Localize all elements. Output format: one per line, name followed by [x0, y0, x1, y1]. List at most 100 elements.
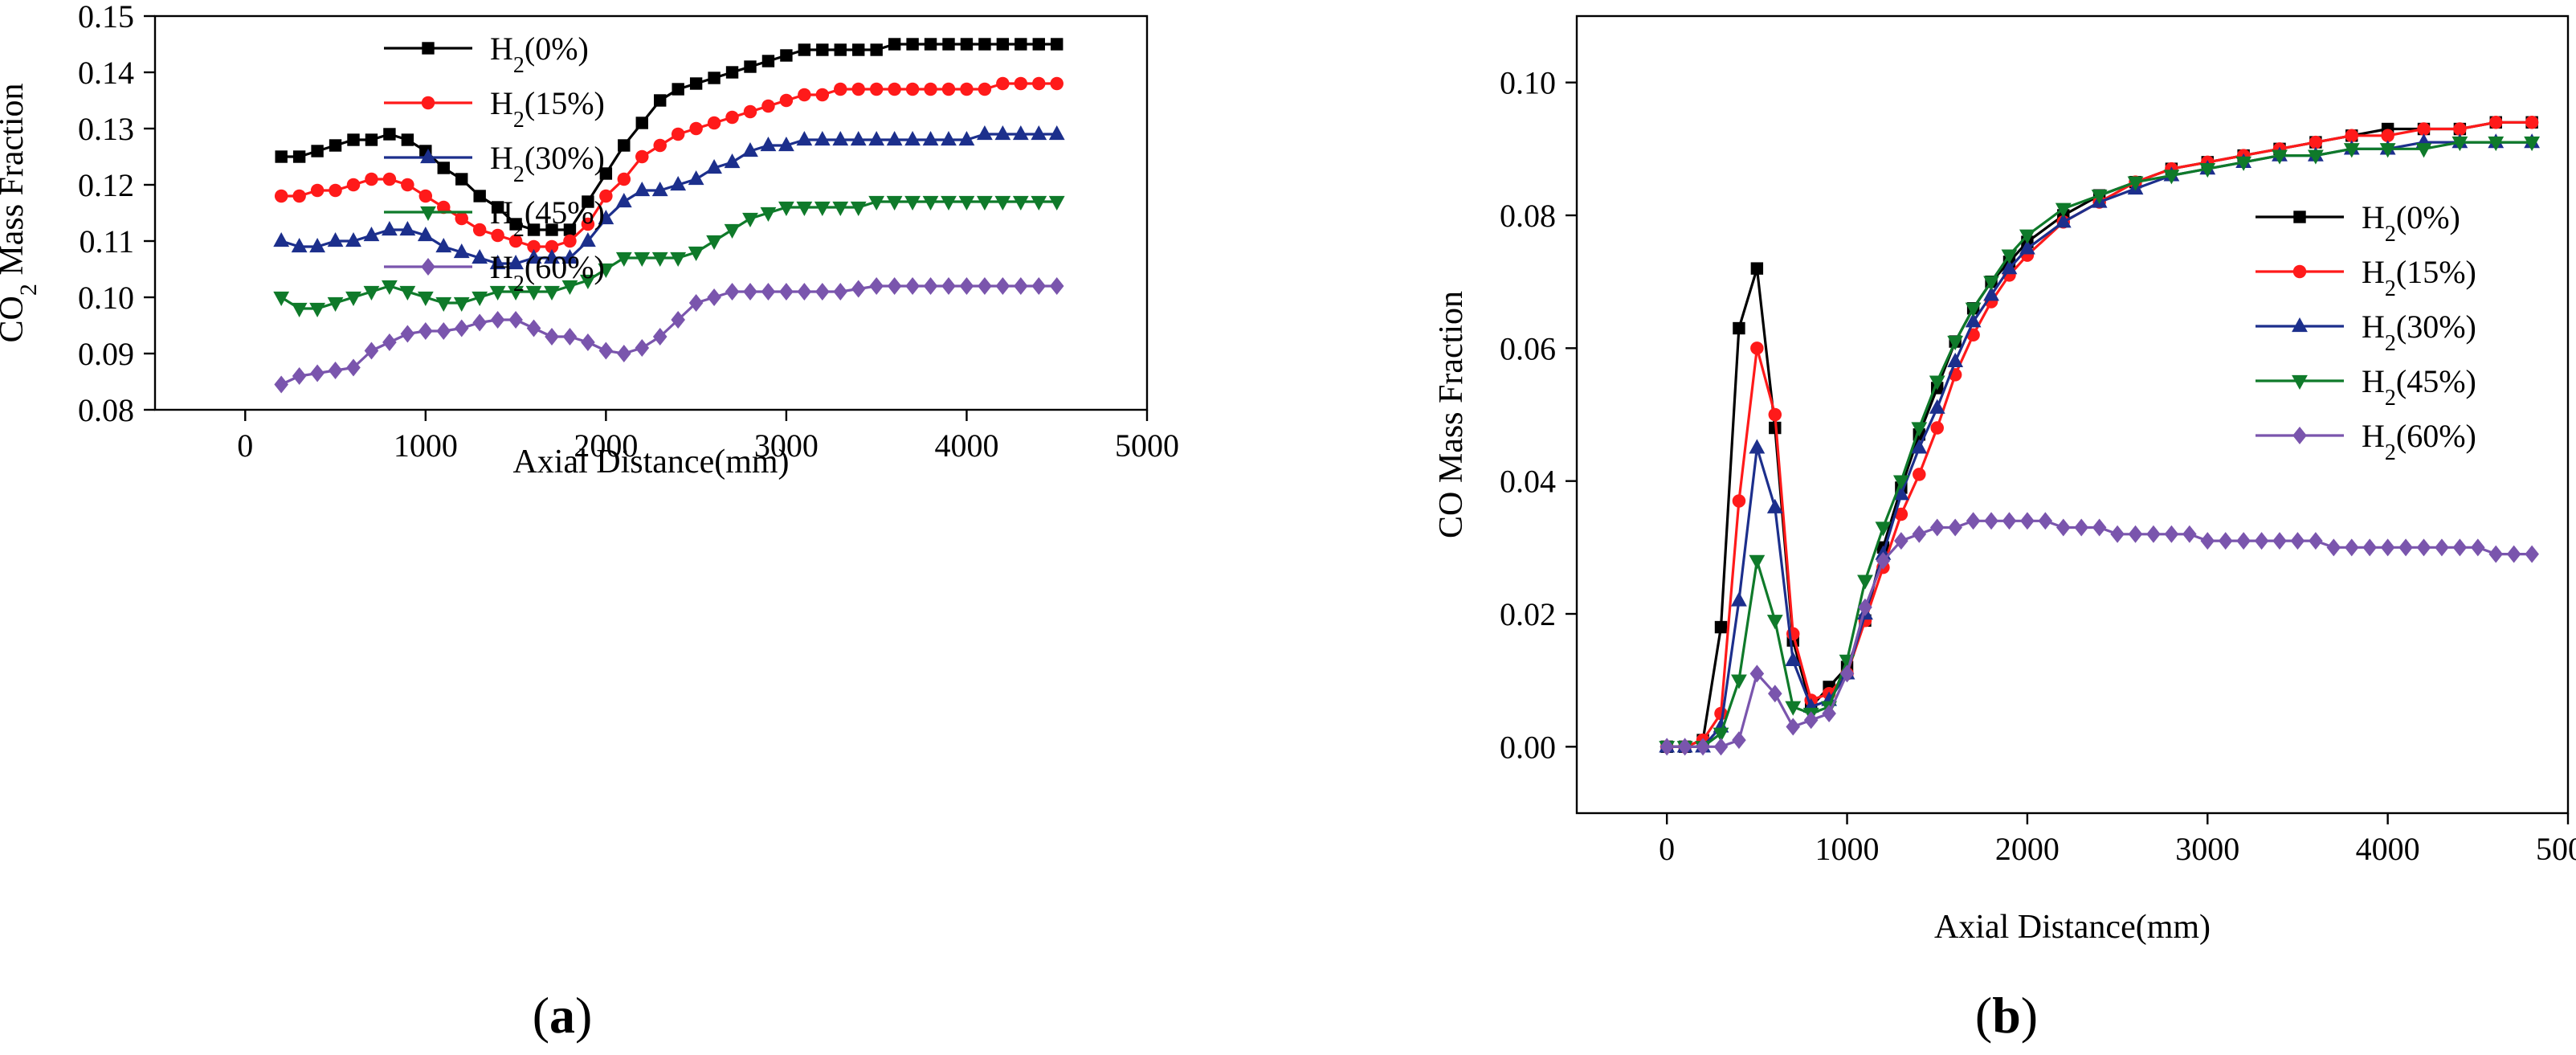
data-point	[1911, 422, 1928, 437]
data-point	[670, 251, 687, 267]
y-tick-label: 0.00	[1500, 729, 1556, 765]
data-point	[399, 285, 416, 301]
data-point	[1696, 738, 1710, 756]
data-point	[2074, 518, 2089, 537]
data-point	[743, 104, 757, 119]
data-point	[1894, 532, 1909, 550]
data-point	[291, 238, 308, 253]
data-point	[562, 328, 578, 346]
data-point	[2344, 538, 2359, 557]
data-point	[978, 38, 991, 51]
data-point	[2435, 538, 2449, 557]
data-point	[761, 283, 776, 301]
data-point	[978, 82, 992, 96]
data-point	[814, 131, 831, 146]
data-point	[2199, 162, 2216, 178]
legend-marker	[421, 258, 435, 276]
data-point	[274, 375, 288, 394]
data-point	[508, 285, 524, 301]
x-tick-label: 5000	[1115, 427, 1179, 464]
data-point	[1750, 341, 1764, 355]
data-point	[995, 277, 1010, 295]
data-point	[2019, 239, 2035, 255]
y-tick-label: 0.12	[78, 167, 134, 203]
data-point	[651, 251, 668, 267]
data-point	[1014, 76, 1028, 91]
data-point	[2379, 143, 2396, 158]
data-point	[544, 249, 560, 264]
x-tick-label: 0	[237, 427, 253, 464]
data-point	[1713, 738, 1729, 756]
data-point	[887, 277, 902, 295]
legend-label: H2(30%)	[2362, 309, 2476, 356]
data-point	[978, 277, 992, 295]
legend-label: H2(45%)	[490, 194, 605, 242]
plot-frame	[1575, 14, 2570, 815]
data-point	[2272, 532, 2287, 550]
data-point	[1731, 591, 1747, 607]
data-point	[2309, 135, 2323, 149]
data-point	[725, 110, 739, 125]
data-point	[435, 238, 452, 253]
data-point	[2525, 116, 2539, 129]
data-point	[491, 228, 504, 243]
data-point	[1768, 407, 1782, 422]
data-point	[1822, 705, 1836, 722]
data-point	[706, 235, 722, 250]
data-point	[508, 234, 523, 248]
legend-marker	[2292, 264, 2307, 279]
data-point	[742, 212, 758, 227]
data-point	[1048, 195, 1065, 211]
legend-marker	[2292, 317, 2308, 333]
data-point	[1929, 518, 1945, 537]
y-tick-label: 0.15	[78, 0, 134, 35]
x-tick-label: 3000	[2175, 831, 2239, 867]
x-tick-label: 4000	[934, 427, 998, 464]
data-point	[888, 38, 901, 51]
data-point	[1014, 277, 1028, 295]
series-line	[281, 82, 1057, 248]
y-axis-title: CO Mass Fraction	[1433, 291, 1470, 538]
data-point	[329, 139, 342, 152]
data-point	[454, 319, 469, 337]
legend-label: H2(0%)	[2362, 199, 2460, 247]
data-point	[1858, 598, 1872, 616]
data-point	[958, 131, 975, 146]
data-point	[1732, 731, 1746, 750]
data-point	[958, 195, 975, 211]
legend-label: H2(60%)	[490, 249, 605, 296]
data-point	[707, 116, 721, 130]
data-point	[635, 149, 649, 164]
data-point	[618, 139, 631, 152]
chart-panel-a: 0 1000 2000 3000 4000 5000 0.08 0.09 0.10 0.11 0.1…	[0, 0, 1179, 1044]
data-point	[1714, 620, 1728, 634]
data-point	[941, 277, 956, 295]
data-point	[1048, 125, 1065, 141]
data-point	[832, 131, 849, 146]
legend: H2(0%) H2(15%) H2(30%) H2(45%) H2(60%)	[384, 31, 605, 296]
data-point	[2417, 122, 2431, 136]
data-point	[563, 234, 577, 248]
data-point	[2307, 149, 2324, 165]
data-point	[869, 277, 884, 295]
data-point	[815, 283, 830, 301]
x-tick-label: 3000	[754, 427, 819, 464]
data-point	[870, 43, 883, 56]
data-point	[798, 88, 811, 102]
data-point	[346, 178, 361, 192]
data-point	[2362, 538, 2377, 557]
data-point	[489, 285, 506, 301]
data-point	[1983, 286, 1999, 301]
data-point	[852, 43, 865, 56]
data-point	[1894, 507, 1909, 521]
data-point	[2002, 512, 2017, 530]
data-point	[635, 117, 648, 129]
series-h2-60-	[1659, 512, 2539, 756]
data-point	[580, 274, 596, 289]
data-point	[1014, 38, 1027, 51]
data-point	[327, 232, 344, 247]
chart-panel-b: 0 1000 2000 3000 4000 5000 0.00 0.02 0.04 0.06 0.0…	[1433, 14, 2576, 1044]
data-point	[580, 232, 596, 247]
data-point	[1947, 352, 1964, 368]
